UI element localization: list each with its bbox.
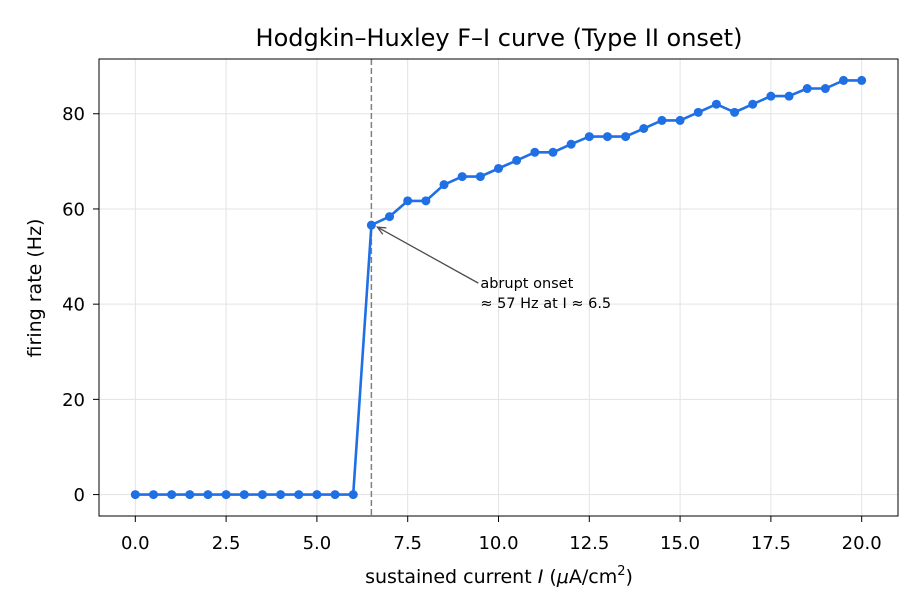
x-axis-label-mu: μ	[556, 566, 569, 588]
data-point	[439, 180, 449, 190]
data-point	[348, 490, 358, 500]
x-tick-label: 15.0	[660, 533, 700, 554]
data-point	[330, 490, 340, 500]
x-axis-ticks: 0.0 2.5 5.0 7.5 10.0 12.5 15.0 17.5 20.0	[121, 516, 882, 554]
x-tick-label: 2.5	[212, 533, 241, 554]
x-axis-label-unit: A/cm	[569, 566, 617, 588]
data-point	[421, 196, 431, 206]
data-point	[148, 490, 158, 500]
x-tick-label: 12.5	[569, 533, 609, 554]
chart-title: Hodgkin–Huxley F–I curve (Type II onset)	[256, 24, 743, 52]
data-point	[185, 490, 195, 500]
data-point	[857, 75, 867, 85]
data-point	[711, 99, 721, 109]
x-axis-label-variable: I	[538, 566, 544, 588]
x-axis-label-superscript: 2	[617, 564, 625, 579]
x-tick-label: 17.5	[751, 533, 791, 554]
data-point	[784, 91, 794, 101]
data-point	[403, 196, 413, 206]
x-axis-label: sustained current I (μA/cm2)	[365, 564, 633, 588]
data-point	[294, 490, 304, 500]
data-point	[839, 75, 849, 85]
data-point	[730, 107, 740, 117]
x-tick-label: 0.0	[121, 533, 150, 554]
data-point	[548, 147, 558, 157]
data-point	[512, 155, 522, 165]
data-point	[802, 84, 812, 94]
annotation-line-1: abrupt onset	[480, 276, 573, 292]
x-tick-label: 7.5	[393, 533, 422, 554]
data-point	[366, 220, 376, 230]
y-tick-label: 20	[62, 390, 85, 411]
data-point	[693, 107, 703, 117]
x-axis-label-prefix: sustained current	[365, 566, 538, 588]
data-point	[820, 84, 830, 94]
data-point	[203, 490, 213, 500]
data-point	[621, 132, 631, 142]
data-point	[675, 115, 685, 125]
x-tick-label: 5.0	[303, 533, 332, 554]
data-point	[457, 172, 467, 182]
data-point	[475, 172, 485, 182]
data-point	[312, 490, 322, 500]
data-point	[276, 490, 286, 500]
y-tick-label: 0	[74, 485, 85, 506]
annotation-arrowhead	[375, 226, 387, 235]
y-axis-label: firing rate (Hz)	[24, 219, 46, 358]
data-point	[221, 490, 231, 500]
y-axis-ticks: 0 20 40 60 80	[62, 104, 99, 506]
data-point	[385, 212, 395, 222]
x-tick-label: 20.0	[842, 533, 882, 554]
data-point	[657, 115, 667, 125]
data-point	[584, 132, 594, 142]
y-tick-label: 60	[62, 199, 85, 220]
data-point	[766, 91, 776, 101]
data-point	[639, 124, 649, 134]
series-layer	[130, 75, 867, 500]
annotation-layer	[375, 226, 479, 284]
data-point	[530, 147, 540, 157]
data-point	[257, 490, 267, 500]
x-axis-label-close: )	[626, 566, 633, 588]
x-tick-label: 10.0	[478, 533, 518, 554]
data-point	[494, 163, 503, 173]
data-point	[239, 490, 249, 500]
data-point	[748, 99, 758, 109]
annotation-arrow-line	[377, 226, 479, 284]
x-axis-label-open: (	[543, 566, 556, 588]
data-point	[566, 139, 576, 149]
annotation-line-2: ≈ 57 Hz at I ≈ 6.5	[480, 296, 611, 312]
y-tick-label: 80	[62, 104, 85, 125]
data-point	[602, 132, 612, 142]
y-tick-label: 40	[62, 295, 85, 316]
data-point	[130, 490, 140, 500]
data-point	[167, 490, 177, 500]
